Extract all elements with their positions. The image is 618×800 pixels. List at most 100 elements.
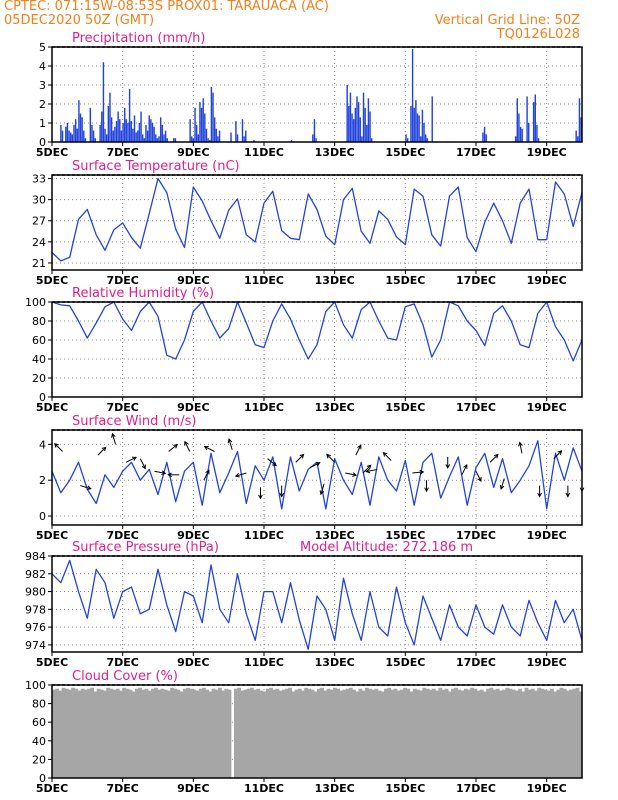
precip-bar	[202, 98, 204, 142]
cloud-bar	[483, 691, 487, 778]
wind-xtick-label: 13DEC	[315, 529, 355, 542]
wind-arrow-head	[366, 464, 372, 470]
humidity-ytick-label: 60	[32, 334, 46, 347]
precip-bar	[236, 134, 239, 142]
wind-arrow	[320, 483, 325, 495]
wind-panel: 0 2 4 5DEC 7DEC 9DEC 11DEC 13DEC 15DEC 17DEC 19DEC…	[36, 414, 585, 542]
cloud-cover-xtick-label: 17DEC	[456, 782, 496, 795]
cloud-bar	[463, 688, 468, 778]
pressure-ytick-label: 984	[25, 550, 46, 563]
precip-bar	[159, 117, 162, 142]
wind-arrow	[139, 458, 146, 469]
precip-bar	[424, 134, 427, 142]
precipitation-title: Precipitation (mm/h)	[72, 31, 205, 46]
cloud-bar	[409, 691, 414, 778]
precipitation-xtick-label: 11DEC	[244, 146, 284, 159]
wind-arrow	[355, 445, 362, 456]
precip-bar	[99, 124, 101, 142]
wind-arrow	[203, 470, 210, 481]
precip-bar	[125, 119, 128, 142]
wind-arrow-head	[565, 492, 571, 498]
precip-bar	[352, 119, 355, 142]
cloud-bar	[352, 689, 356, 778]
cloud-bar	[163, 689, 168, 778]
precipitation-xtick-label: 5DEC	[36, 146, 68, 159]
precip-bar	[213, 117, 216, 142]
cloud-bar	[422, 687, 427, 778]
wind-xtick-label: 5DEC	[36, 529, 68, 542]
temperature-xtick-label: 13DEC	[315, 274, 355, 287]
cloud-bar	[71, 687, 75, 778]
wind-arrow	[97, 446, 107, 456]
cloud-bar	[297, 688, 302, 778]
cloud-bar	[537, 687, 542, 778]
precip-bar	[60, 124, 62, 142]
precip-bar	[349, 92, 352, 142]
cloud-bar	[550, 688, 554, 778]
precip-bar	[315, 138, 317, 142]
cloud-bar	[218, 687, 222, 778]
cloud-bar	[364, 687, 369, 778]
precip-bar	[313, 119, 316, 142]
cloud-cover-xtick-label: 13DEC	[315, 782, 355, 795]
cloud-bar	[166, 690, 171, 778]
cloud-bar	[441, 689, 446, 778]
cloud-bar	[122, 687, 127, 778]
wind-arrow-head	[272, 461, 277, 467]
header-line-1: CPTEC: 071:15W-08:53S PROX01: TARAUACA (…	[4, 0, 329, 14]
precipitation-ytick-label: 5	[39, 41, 46, 54]
wind-xtick-label: 19DEC	[527, 529, 567, 542]
precip-bar	[143, 138, 146, 142]
cloud-bar	[444, 688, 449, 778]
cloud-bar	[96, 688, 101, 778]
cloud-cover-panel: 0 20 40 60 80 100 5DEC 7DEC 9DEC 11DEC 13DEC 15DEC 1…	[25, 669, 583, 795]
temperature-panel: 21 24 27 30 33 5DEC 7DEC 9DEC 11DEC 13DEC 15DEC 17D…	[32, 159, 583, 287]
temperature-title: Surface Temperature (nC)	[72, 159, 240, 174]
precip-bar	[218, 130, 221, 142]
humidity-xtick-label: 13DEC	[315, 401, 355, 414]
cloud-bar	[99, 689, 104, 778]
precip-bar	[526, 96, 528, 142]
cloud-bar	[157, 689, 162, 778]
precipitation-xtick-label: 7DEC	[106, 146, 138, 159]
precip-bar	[578, 98, 581, 142]
cloud-bar	[109, 688, 114, 778]
cloud-bar	[243, 689, 248, 778]
cloud-bar	[281, 689, 286, 778]
cloud-bar	[147, 690, 152, 778]
pressure-ytick-label: 974	[25, 639, 46, 652]
precip-bar	[483, 126, 486, 142]
cloud-bar	[275, 688, 280, 778]
cloud-bar	[80, 688, 85, 778]
cloud-bar	[575, 687, 580, 778]
cloud-bar	[294, 689, 299, 778]
cloud-bar	[189, 688, 194, 778]
cloud-bar	[390, 689, 395, 778]
precipitation-xtick-label: 13DEC	[315, 146, 355, 159]
wind-arrow	[111, 433, 117, 445]
precip-bar	[312, 134, 314, 142]
cloud-bar	[543, 689, 548, 778]
precip-bar	[117, 111, 119, 142]
wind-arrow-head	[518, 441, 523, 447]
precip-bar	[521, 128, 523, 142]
cloud-bar	[470, 687, 475, 778]
precip-bar	[105, 134, 108, 142]
wind-arrow	[553, 450, 562, 460]
wind-arrow-head	[234, 472, 240, 478]
wind-arrow-head	[382, 451, 388, 457]
precip-bar	[137, 130, 139, 142]
cloud-bar	[428, 689, 433, 778]
cloud-bar	[479, 689, 484, 778]
pressure-xtick-label: 7DEC	[106, 656, 138, 669]
wind-arrow-head	[167, 472, 172, 478]
cloud-bar	[412, 688, 417, 778]
cloud-cover-xtick-label: 7DEC	[106, 782, 138, 795]
cloud-cover-ytick-label: 0	[39, 772, 46, 785]
cloud-bar	[307, 688, 312, 778]
humidity-xtick-label: 5DEC	[36, 401, 68, 414]
wind-ytick-label: 0	[39, 510, 46, 523]
precip-bar	[346, 85, 348, 142]
cloud-bar	[52, 689, 56, 778]
